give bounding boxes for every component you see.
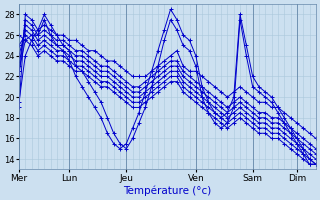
X-axis label: Température (°c): Température (°c) <box>123 185 212 196</box>
